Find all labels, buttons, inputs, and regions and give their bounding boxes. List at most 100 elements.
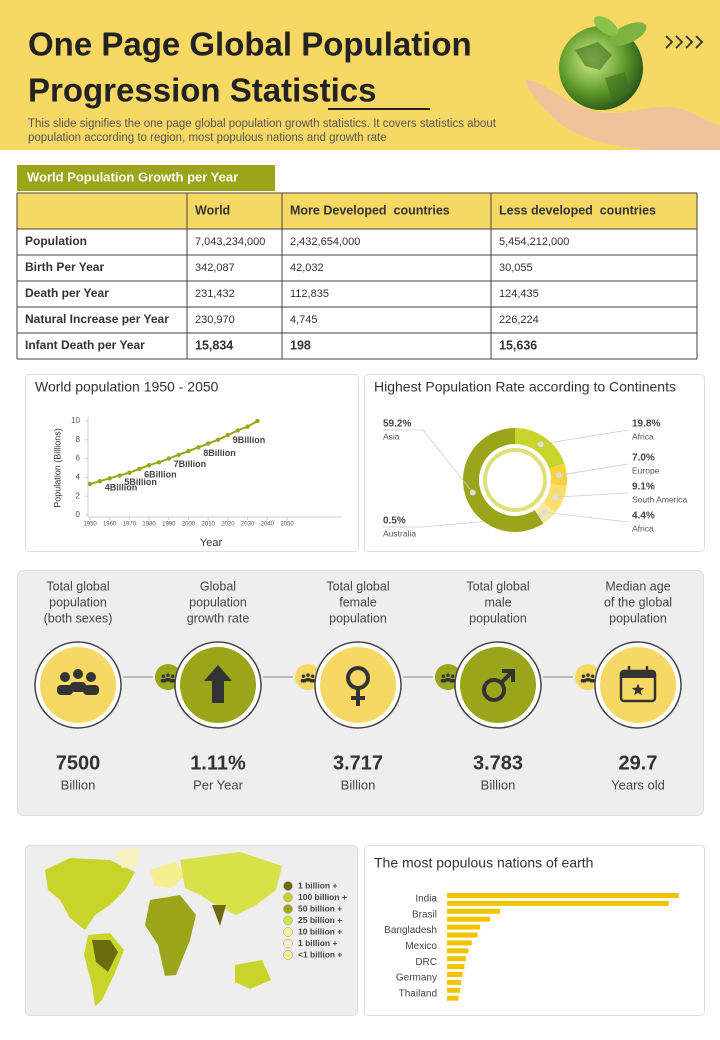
row-label: Natural Increase per Year [25,312,169,326]
stat-label: (both sexes) [44,611,113,625]
table-header [17,193,697,229]
y-tick-label: 0 [76,510,81,519]
table-cell: 226,224 [499,314,539,326]
table-cell: 124,435 [499,288,539,300]
table-title: World Population Growth per Year [27,169,238,184]
icon-part [627,666,649,675]
icon-part [445,677,451,682]
icon-part [310,674,315,678]
data-point [137,466,142,472]
legend-swatch [283,904,293,914]
icon-part [160,679,167,683]
column-header: More Developed countries [290,203,450,217]
table-cell: 198 [290,338,311,352]
world-map [45,848,282,1006]
bar [447,940,472,946]
icon [482,669,515,702]
icon-part [70,682,86,692]
x-tick-label: 1990 [162,522,176,528]
bar [447,956,467,962]
row-label: Death per Year [25,286,109,300]
table-cell: 2,432,654,000 [290,236,360,248]
leader-dot [552,494,559,501]
stat-unit: Per Year [193,777,244,792]
legend-label: <1 billion + [298,949,342,959]
icon-part [351,688,365,706]
slice-value: 0.5% [383,516,406,527]
icon-part [300,679,307,683]
stat-value: 1.11% [190,752,246,774]
slice-label: Africa [632,523,654,533]
stat-label: Total global [46,579,109,593]
chart-title: The most populous nations of earth [374,855,593,871]
icon-part [165,677,171,682]
annotation: 9Billion [233,435,266,445]
icon-part [581,674,586,678]
bar [447,924,481,930]
bar [447,995,459,1001]
slice-value: 7.0% [632,453,655,464]
leader-line [558,463,629,476]
icon-part [73,669,83,679]
legend-swatch [283,927,293,937]
x-tick-label: 2050 [280,522,294,528]
icon-part [204,665,232,703]
stat-value: 3.783 [473,752,523,774]
icon [440,673,456,683]
bar-label: Thailand [399,988,437,999]
panel [25,374,359,552]
table-cell: 15,636 [499,338,537,352]
table-cell: 342,087 [195,262,235,274]
icon-part [499,669,515,685]
leader-dot [541,509,548,516]
stat-label: population [609,611,667,625]
bar [447,948,469,954]
icon [204,665,232,703]
data-point [235,428,240,433]
icon-part [482,678,506,702]
icon [580,673,596,683]
table-cell: 7,043,234,000 [195,236,265,248]
bar-label: DRC [415,957,437,968]
row-label: Infant Death per Year [25,338,145,352]
icon-part [86,672,96,682]
table-cell: 231,432 [195,288,235,300]
icon-part [621,671,655,678]
annotation: 7Billion [174,459,207,469]
stat-label: Total global [466,579,529,593]
icon-part [309,679,316,683]
description-line: This slide signifies the one page global… [28,118,497,130]
x-tick-label: 2010 [202,522,216,528]
data-point [196,445,201,450]
bar-label: Bangladesh [384,925,437,936]
slice-value: 4.4% [632,511,655,522]
data-point [107,476,112,481]
column-header: Less developed countries [499,203,656,217]
stat-label: population [469,611,527,625]
data-point [156,460,162,465]
y-axis-label: Population (Billions) [52,428,62,508]
table-cell: 4,745 [290,314,318,326]
legend-label: 25 billion + [298,915,342,925]
icon [346,666,370,706]
table-cell: 15,834 [195,338,233,352]
legend-swatch [283,915,293,926]
icon-part [441,674,446,678]
bar [447,908,500,914]
icon-part [161,674,166,678]
icon [57,669,99,695]
icon-part [585,677,591,682]
hand [525,80,720,150]
chart-title: Highest Population Rate according to Con… [374,379,676,395]
data-point [186,448,191,454]
annotation: 4Billion [105,483,138,493]
icon-part [57,685,73,695]
donut-slice [515,428,565,469]
stat-unit: Billion [341,777,376,792]
y-tick-label: 10 [71,416,80,425]
slice-label: Asia [383,431,400,441]
bar [447,893,679,898]
icon-part [301,674,306,678]
data-point [245,424,250,429]
